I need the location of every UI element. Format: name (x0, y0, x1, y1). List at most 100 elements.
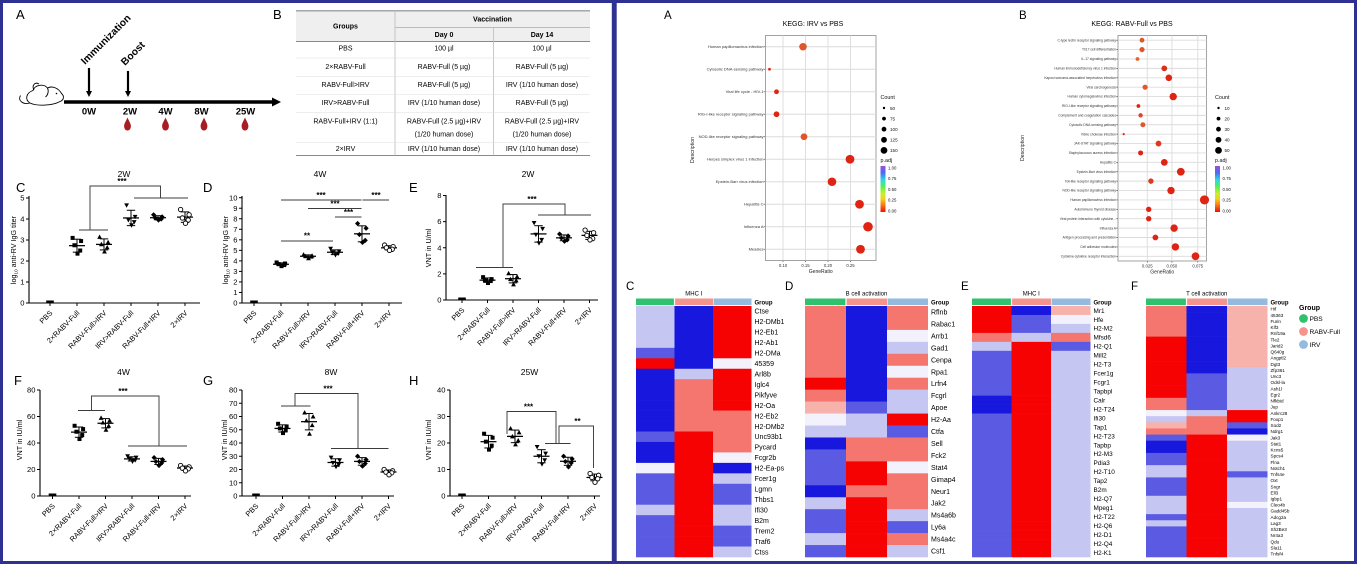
svg-text:IRV: IRV (1310, 342, 1321, 349)
svg-text:Angptl2: Angptl2 (1271, 356, 1287, 361)
svg-text:p.adj: p.adj (881, 158, 893, 164)
svg-text:60: 60 (27, 412, 35, 421)
svg-text:Viral protein interaction with: Viral protein interaction with cytokine.… (1060, 217, 1116, 221)
svg-text:80: 80 (27, 386, 35, 395)
svg-text:8W: 8W (325, 367, 338, 377)
svg-text:Pycard: Pycard (755, 445, 777, 452)
svg-text:Epstein-Barr virus infection: Epstein-Barr virus infection (716, 179, 764, 184)
svg-text:40: 40 (229, 439, 237, 448)
svg-text:PBS: PBS (1310, 316, 1324, 323)
svg-text:B2m: B2m (755, 518, 770, 525)
svg-text:4: 4 (233, 256, 237, 265)
svg-text:1.00: 1.00 (1223, 166, 1232, 171)
svg-text:Fcgr2b: Fcgr2b (755, 455, 777, 462)
svg-text:25W: 25W (236, 107, 256, 118)
svg-text:RABV-Full: RABV-Full (1310, 329, 1341, 336)
svg-text:H2-T24: H2-T24 (1094, 406, 1116, 413)
svg-text:**: ** (574, 417, 581, 426)
svg-text:H2-T3: H2-T3 (1094, 362, 1112, 369)
svg-text:30: 30 (1225, 127, 1231, 132)
svg-text:NOD-like receptor signaling pa: NOD-like receptor signaling pathway (699, 134, 764, 139)
svg-text:Gimap4: Gimap4 (931, 477, 956, 484)
svg-text:30: 30 (437, 412, 445, 421)
svg-text:H2-T10: H2-T10 (1094, 469, 1116, 476)
svg-text:RABV-Full (5 µg): RABV-Full (5 µg) (516, 100, 569, 107)
svg-text:Csf1: Csf1 (931, 549, 946, 556)
svg-text:50: 50 (1225, 148, 1231, 153)
svg-text:0.15: 0.15 (801, 263, 810, 268)
svg-text:Traf6: Traf6 (755, 539, 771, 546)
svg-text:Ndrg1: Ndrg1 (1271, 429, 1284, 434)
svg-text:RABV-Full (2.5 µg)+IRV: RABV-Full (2.5 µg)+IRV (407, 119, 481, 126)
svg-text:H2-Oa: H2-Oa (755, 403, 776, 410)
svg-text:4W: 4W (158, 107, 172, 118)
svg-text:Fck2: Fck2 (931, 453, 946, 460)
svg-text:Kaposi sarcoma-associated herp: Kaposi sarcoma-associated herpesvirus in… (1044, 76, 1116, 80)
svg-text:Ell3: Ell3 (1271, 490, 1279, 495)
svg-text:Iglc4: Iglc4 (755, 382, 770, 389)
svg-text:Sell: Sell (931, 441, 943, 448)
svg-text:Arl8b: Arl8b (755, 371, 771, 378)
svg-text:Group: Group (1271, 301, 1289, 307)
svg-text:Dgt3: Dgt3 (1271, 362, 1281, 367)
svg-text:75: 75 (890, 116, 896, 121)
svg-text:Herpes simplex virus 1 infecti: Herpes simplex virus 1 infection (707, 157, 763, 162)
svg-text:Viral carcinogenesis: Viral carcinogenesis (1087, 85, 1117, 89)
svg-text:Description: Description (690, 137, 696, 163)
svg-text:Jarid2: Jarid2 (1271, 343, 1284, 348)
svg-text:MHC I: MHC I (1023, 292, 1040, 298)
svg-text:H2-T22: H2-T22 (1094, 514, 1116, 521)
svg-text:Stat4: Stat4 (931, 465, 947, 472)
svg-text:5: 5 (233, 246, 237, 255)
svg-text:20: 20 (229, 465, 237, 474)
svg-text:1: 1 (20, 278, 24, 287)
svg-text:Qdu: Qdu (1271, 539, 1280, 544)
svg-text:2×IRV: 2×IRV (336, 146, 356, 153)
svg-text:4: 4 (437, 243, 441, 252)
svg-text:B2m: B2m (1094, 487, 1107, 494)
svg-text:Hepatitis C: Hepatitis C (1100, 160, 1117, 164)
svg-text:0.20: 0.20 (824, 263, 833, 268)
svg-text:H2-M3: H2-M3 (1094, 451, 1114, 458)
svg-text:VNT in IU/ml: VNT in IU/ml (220, 419, 229, 460)
svg-text:50: 50 (890, 106, 896, 111)
svg-text:Egr2: Egr2 (1271, 392, 1281, 397)
svg-text:D: D (785, 281, 793, 293)
svg-text:GeneRatio: GeneRatio (1150, 270, 1174, 276)
svg-text:A: A (664, 10, 672, 22)
svg-text:Ms4a4c: Ms4a4c (931, 537, 956, 544)
svg-text:10: 10 (1225, 106, 1231, 111)
svg-text:IRV>RABV-Full: IRV>RABV-Full (322, 100, 370, 107)
svg-text:40: 40 (1225, 138, 1231, 143)
svg-text:100: 100 (890, 127, 898, 132)
svg-text:Hif: Hif (1271, 307, 1277, 312)
svg-text:Human papillomavirus infection: Human papillomavirus infection (708, 44, 764, 49)
svg-text:0: 0 (233, 299, 237, 308)
svg-text:4W: 4W (314, 169, 327, 179)
svg-text:50: 50 (229, 425, 237, 434)
svg-text:H2-Q4: H2-Q4 (1094, 541, 1113, 548)
svg-text:0.00: 0.00 (888, 208, 897, 213)
svg-text:Rflnb: Rflnb (931, 309, 947, 316)
svg-text:Tnfsf4: Tnfsf4 (1271, 552, 1284, 557)
svg-text:0.75: 0.75 (888, 176, 897, 181)
svg-text:3: 3 (20, 236, 24, 245)
svg-text:H2-D1: H2-D1 (1094, 532, 1113, 539)
svg-text:Furin: Furin (1271, 319, 1282, 324)
svg-text:30: 30 (229, 452, 237, 461)
svg-text:G: G (203, 373, 213, 388)
svg-text:Human immunodeficiency virus 1: Human immunodeficiency virus 1 infection (1054, 67, 1116, 71)
svg-text:H2-Aa: H2-Aa (931, 417, 951, 424)
svg-text:10: 10 (229, 193, 237, 202)
svg-text:IL-17 signaling pathway: IL-17 signaling pathway (1081, 57, 1116, 61)
svg-text:Jak2: Jak2 (931, 501, 946, 508)
svg-text:GeneRatio: GeneRatio (809, 269, 833, 275)
svg-text:Viral life cycle - HIV-1: Viral life cycle - HIV-1 (726, 89, 765, 94)
svg-text:RIG-I-like receptor signaling: RIG-I-like receptor signaling pathway (698, 112, 764, 117)
svg-text:H2-DMa: H2-DMa (755, 351, 781, 358)
svg-text:F: F (1131, 281, 1138, 293)
svg-text:Ctse: Ctse (755, 309, 770, 316)
svg-text:IRV (1/10 human dose): IRV (1/10 human dose) (506, 82, 578, 89)
svg-text:0.25: 0.25 (1223, 198, 1232, 203)
svg-text:JAK-STAT signaling pathway: JAK-STAT signaling pathway (1074, 142, 1116, 146)
